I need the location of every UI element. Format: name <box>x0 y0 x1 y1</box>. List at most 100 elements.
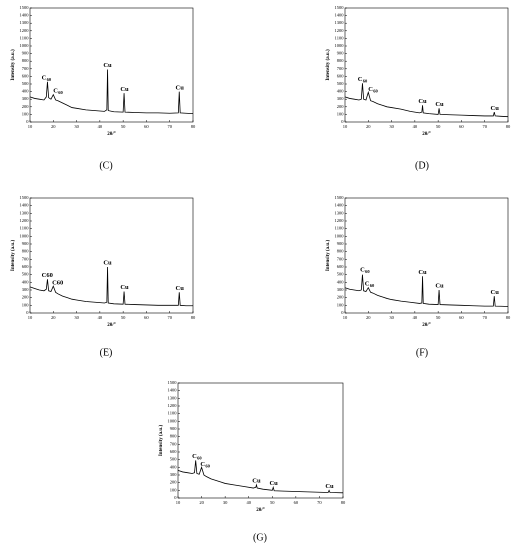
x-tick-label: 80 <box>506 124 511 129</box>
y-tick-label: 0 <box>26 310 29 315</box>
y-tick-label: 900 <box>337 241 345 246</box>
panel-caption: (C) <box>99 160 112 171</box>
y-tick-label: 1300 <box>335 20 345 25</box>
peak-label-subscript: 60 <box>197 456 202 461</box>
peak-label: Cu <box>176 84 185 91</box>
peak-label: Cu <box>435 101 444 108</box>
peak-label: Cu <box>418 269 427 276</box>
peak-label-subscript: 60 <box>370 283 375 288</box>
y-axis-label: Intensity (a.u.) <box>326 49 331 81</box>
x-tick-label: 70 <box>167 315 172 320</box>
y-tick-label: 700 <box>337 66 345 71</box>
peak-label: Cu <box>252 478 261 485</box>
y-tick-label: 500 <box>22 81 30 86</box>
xrd-line <box>29 69 194 115</box>
y-tick-label: 400 <box>337 89 345 94</box>
y-tick-label: 1300 <box>20 210 30 215</box>
x-tick-label: 10 <box>28 124 33 129</box>
x-axis-label: 2θ/° <box>422 323 431 328</box>
y-tick-label: 1500 <box>335 195 345 200</box>
peak-label: Cu <box>120 86 129 93</box>
x-tick-label: 40 <box>413 315 418 320</box>
x-tick-label: 60 <box>144 124 149 129</box>
y-tick-label: 1300 <box>168 395 178 400</box>
y-tick-label: 0 <box>174 495 177 500</box>
y-tick-label: 300 <box>337 287 345 292</box>
y-tick-label: 1100 <box>335 35 345 40</box>
plot-frame <box>344 7 509 123</box>
y-tick-label: 500 <box>337 272 345 277</box>
x-tick-label: 70 <box>167 124 172 129</box>
y-tick-label: 600 <box>337 73 345 78</box>
x-tick-label: 60 <box>459 124 464 129</box>
peak-label: C <box>192 453 197 460</box>
x-tick-label: 50 <box>270 500 275 505</box>
peak-label: Cu <box>120 284 129 291</box>
peak-label: C <box>42 74 47 81</box>
y-tick-label: 1100 <box>335 226 345 231</box>
peak-label: C <box>53 87 58 94</box>
xrd-line <box>177 460 344 494</box>
y-tick-label: 300 <box>22 287 30 292</box>
y-tick-label: 0 <box>341 310 344 315</box>
y-tick-label: 500 <box>170 457 178 462</box>
peak-label-subscript: 60 <box>363 78 368 83</box>
x-tick-label: 50 <box>121 124 126 129</box>
y-tick-label: 1200 <box>335 28 345 33</box>
peak-label: Cu <box>491 105 500 112</box>
xrd-line <box>344 274 509 307</box>
x-tick-label: 20 <box>51 315 56 320</box>
panel-caption: (D) <box>415 160 429 171</box>
x-axis-label: 2θ/° <box>107 132 116 137</box>
peak-label: Cu <box>103 62 112 69</box>
y-tick-label: 900 <box>22 241 30 246</box>
y-tick-label: 1500 <box>335 5 345 10</box>
y-tick-label: 0 <box>26 119 29 124</box>
plot-frame <box>177 382 344 499</box>
peak-label: C <box>368 86 373 93</box>
y-tick-label: 200 <box>22 104 30 109</box>
y-tick-label: 300 <box>337 96 345 101</box>
x-tick-label: 60 <box>144 315 149 320</box>
y-tick-label: 400 <box>22 279 30 284</box>
panel-caption: (E) <box>100 347 113 358</box>
x-tick-label: 30 <box>223 500 228 505</box>
x-tick-label: 60 <box>294 500 299 505</box>
y-tick-label: 100 <box>337 302 345 307</box>
x-tick-label: 80 <box>341 500 346 505</box>
peak-label: C <box>360 267 365 274</box>
peak-label: Cu <box>491 289 500 296</box>
x-tick-label: 30 <box>74 315 79 320</box>
y-tick-label: 1000 <box>168 418 178 423</box>
x-tick-label: 50 <box>121 315 126 320</box>
y-tick-label: 1000 <box>20 43 30 48</box>
y-tick-label: 200 <box>170 480 178 485</box>
y-tick-label: 900 <box>170 426 178 431</box>
x-axis-label: 2θ/° <box>422 132 431 137</box>
y-tick-label: 1500 <box>168 380 178 385</box>
y-tick-label: 400 <box>22 89 30 94</box>
peak-label: Cu <box>325 483 334 490</box>
y-tick-label: 900 <box>337 51 345 56</box>
y-tick-label: 1400 <box>20 203 30 208</box>
y-tick-label: 600 <box>22 73 30 78</box>
y-tick-label: 500 <box>337 81 345 86</box>
x-tick-label: 20 <box>366 315 371 320</box>
x-tick-label: 20 <box>199 500 204 505</box>
y-tick-label: 100 <box>337 111 345 116</box>
plot-frame <box>29 197 194 314</box>
y-tick-label: 0 <box>341 119 344 124</box>
x-tick-label: 40 <box>98 315 103 320</box>
y-tick-label: 1200 <box>168 403 178 408</box>
x-tick-label: 70 <box>317 500 322 505</box>
y-tick-label: 600 <box>170 449 178 454</box>
peak-label: C <box>200 461 205 468</box>
y-axis-label: Intensity (a.u.) <box>159 425 164 457</box>
y-tick-label: 1300 <box>335 210 345 215</box>
peak-label: C60 <box>42 272 53 279</box>
x-tick-label: 30 <box>389 124 394 129</box>
x-tick-label: 10 <box>343 124 348 129</box>
y-tick-label: 100 <box>22 302 30 307</box>
